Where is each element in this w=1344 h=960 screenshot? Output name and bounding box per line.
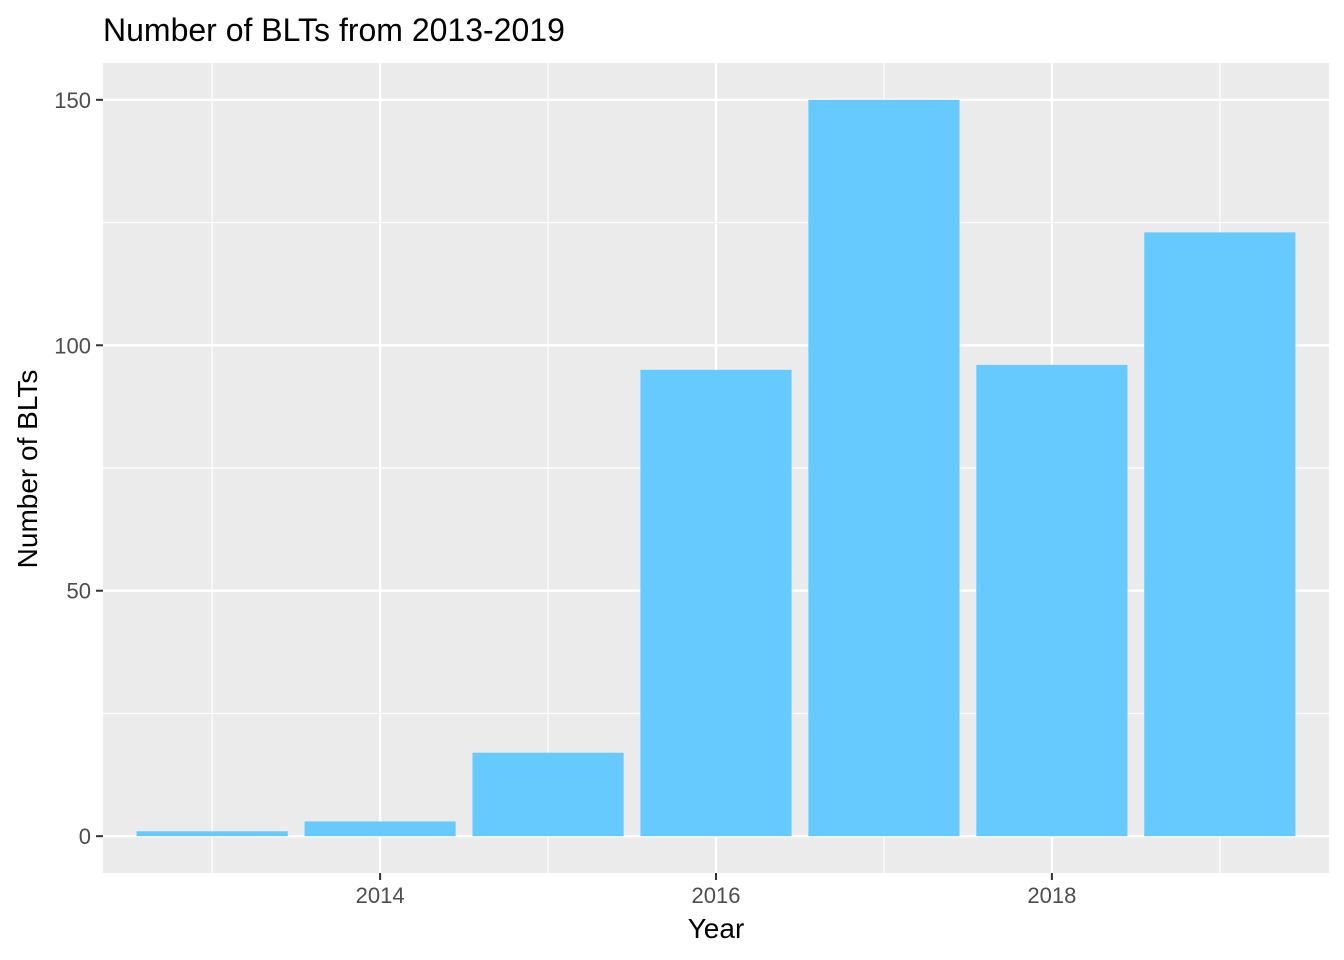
y-tick-label: 50	[67, 579, 91, 604]
y-tick-label: 0	[79, 824, 91, 849]
bar-2014	[304, 821, 456, 837]
bar-2019	[1144, 232, 1296, 837]
bar-2013	[136, 831, 288, 837]
bar-2018	[976, 364, 1128, 837]
x-tick-label: 2018	[1027, 883, 1076, 908]
bar-2015	[472, 752, 624, 837]
y-tick-label: 150	[54, 88, 91, 113]
bar-2016	[640, 369, 792, 837]
x-tick-label: 2014	[356, 883, 405, 908]
x-axis-label: Year	[688, 913, 745, 944]
y-axis-label: Number of BLTs	[12, 370, 43, 569]
chart-title: Number of BLTs from 2013-2019	[103, 12, 565, 48]
y-axis: 0 50 100 150	[54, 88, 103, 849]
x-axis: 2014 2016 2018	[356, 873, 1076, 908]
x-tick-label: 2016	[692, 883, 741, 908]
bar-2017	[808, 99, 960, 837]
y-tick-label: 100	[54, 333, 91, 358]
bars	[136, 99, 1296, 837]
